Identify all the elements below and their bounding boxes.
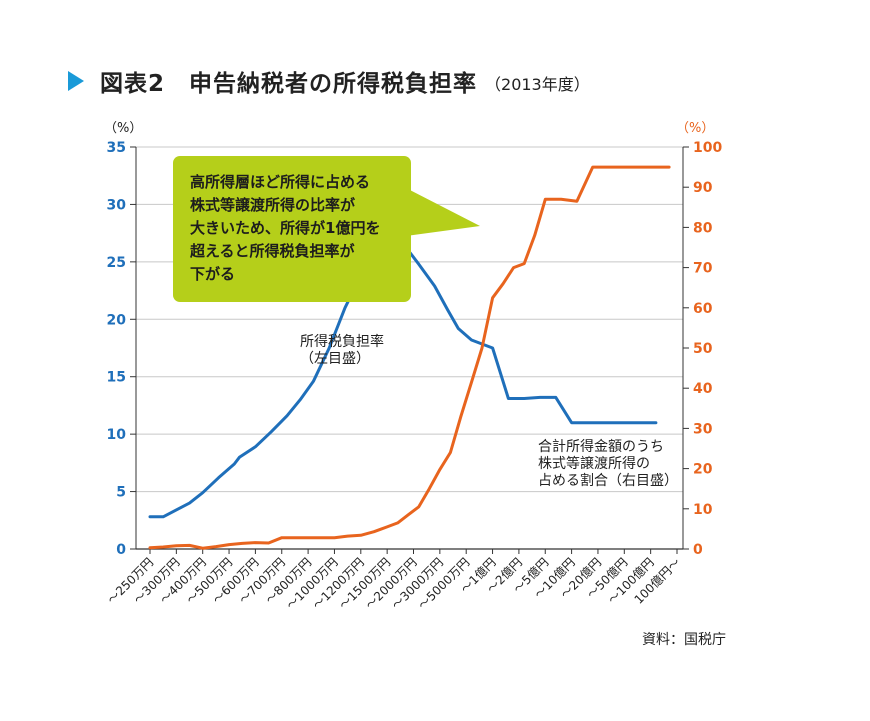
left-tick-label: 30	[107, 197, 127, 213]
left-tick-label: 15	[107, 370, 126, 386]
play-triangle-icon	[68, 71, 84, 91]
chart-title: 図表2 申告納税者の所得税負担率 （2013年度）	[68, 66, 590, 97]
callout-text-line: 大きいため、所得が1億円を	[190, 219, 380, 237]
title-sub: （2013年度）	[485, 75, 590, 94]
right-tick-label: 70	[693, 261, 713, 277]
left-tick-label: 20	[107, 312, 127, 328]
callout-pointer	[406, 188, 480, 236]
right-tick-label: 40	[693, 381, 713, 397]
right-tick-label: 20	[693, 462, 713, 478]
left-tick-label: 25	[107, 255, 126, 271]
series-line-share	[148, 165, 671, 550]
callout-box	[173, 156, 411, 302]
right-axis-unit: （%）	[676, 121, 714, 136]
callout-text-line: 株式等譲渡所得の比率が	[190, 196, 356, 214]
left-axis-unit: （%）	[104, 121, 142, 136]
title-main: 図表2 申告納税者の所得税負担率	[100, 71, 478, 97]
series-label-tax-rate: 所得税負担率	[300, 333, 384, 350]
series-label-share: 合計所得金額のうち	[538, 438, 664, 455]
right-tick-label: 60	[693, 301, 713, 317]
source-note: 資料：国税庁	[642, 632, 726, 648]
left-tick-label: 0	[116, 542, 126, 558]
callout-text-line: 高所得層ほど所得に占める	[190, 173, 370, 191]
left-tick-label: 10	[107, 427, 127, 443]
right-tick-label: 10	[693, 502, 713, 518]
left-tick-label: 5	[116, 485, 126, 501]
callout-text-line: 超えると所得税負担率が	[189, 242, 356, 260]
series-label-tax-rate: （左目盛）	[300, 351, 370, 367]
series-label-share: 株式等譲渡所得の	[538, 455, 650, 472]
right-tick-label: 100	[693, 140, 722, 156]
right-tick-label: 80	[693, 220, 713, 236]
right-tick-label: 50	[693, 341, 713, 357]
left-tick-label: 35	[107, 140, 126, 156]
callout-text-line: 下がる	[190, 265, 235, 283]
right-tick-label: 30	[693, 421, 713, 437]
right-tick-label: 0	[693, 542, 703, 558]
series-label-share: 占める割合（右目盛）	[538, 472, 678, 489]
right-tick-label: 90	[693, 180, 713, 196]
